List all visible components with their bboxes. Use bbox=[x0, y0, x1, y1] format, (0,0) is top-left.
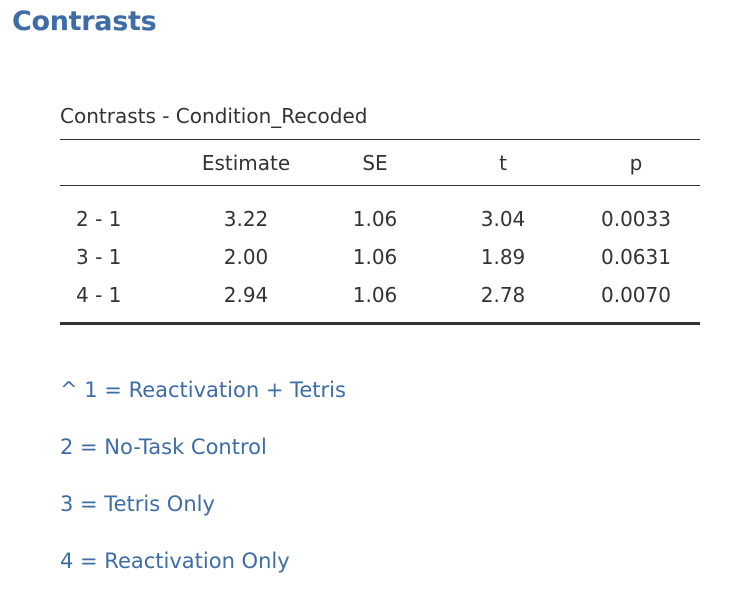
contrasts-table: Estimate SE t p 2 - 1 3.22 1.06 3.04 0.0… bbox=[60, 139, 700, 325]
note-level-4: 4 = Reactivation Only bbox=[60, 549, 290, 573]
se-cell: 1.06 bbox=[316, 276, 434, 325]
se-cell: 1.06 bbox=[352, 207, 398, 231]
estimate-cell: 3.22 bbox=[223, 207, 269, 231]
t-cell: 3.04 bbox=[480, 207, 526, 231]
estimate-cell: 2.00 bbox=[223, 245, 269, 269]
table-title: Contrasts - Condition_Recoded bbox=[60, 104, 368, 128]
column-header-se: SE bbox=[316, 139, 434, 186]
p-cell: 0.0033 bbox=[601, 207, 671, 231]
contrast-cell: 4 - 1 bbox=[60, 276, 176, 325]
column-header-estimate: Estimate bbox=[176, 139, 316, 186]
note-level-1: ^ 1 = Reactivation + Tetris bbox=[60, 378, 346, 402]
table-row: 2 - 1 3.22 1.06 3.04 0.0033 bbox=[60, 186, 700, 239]
table-row: 3 - 1 2.00 1.06 1.89 0.0631 bbox=[60, 238, 700, 276]
contrast-cell: 2 - 1 bbox=[76, 207, 122, 231]
t-cell: 1.89 bbox=[480, 245, 526, 269]
contrast-cell: 3 - 1 bbox=[76, 245, 122, 269]
table-header-row: Estimate SE t p bbox=[60, 139, 700, 186]
column-header-contrast bbox=[60, 139, 176, 186]
section-heading: Contrasts bbox=[12, 6, 157, 37]
note-level-2: 2 = No-Task Control bbox=[60, 435, 267, 459]
column-header-p: p bbox=[572, 139, 700, 186]
se-cell: 1.06 bbox=[352, 245, 398, 269]
estimate-cell: 2.94 bbox=[176, 276, 316, 325]
table-row: 4 - 1 2.94 1.06 2.78 0.0070 bbox=[60, 276, 700, 325]
column-header-t: t bbox=[434, 139, 572, 186]
p-cell: 0.0070 bbox=[572, 276, 700, 325]
p-cell: 0.0631 bbox=[601, 245, 671, 269]
t-cell: 2.78 bbox=[434, 276, 572, 325]
note-level-3: 3 = Tetris Only bbox=[60, 492, 215, 516]
